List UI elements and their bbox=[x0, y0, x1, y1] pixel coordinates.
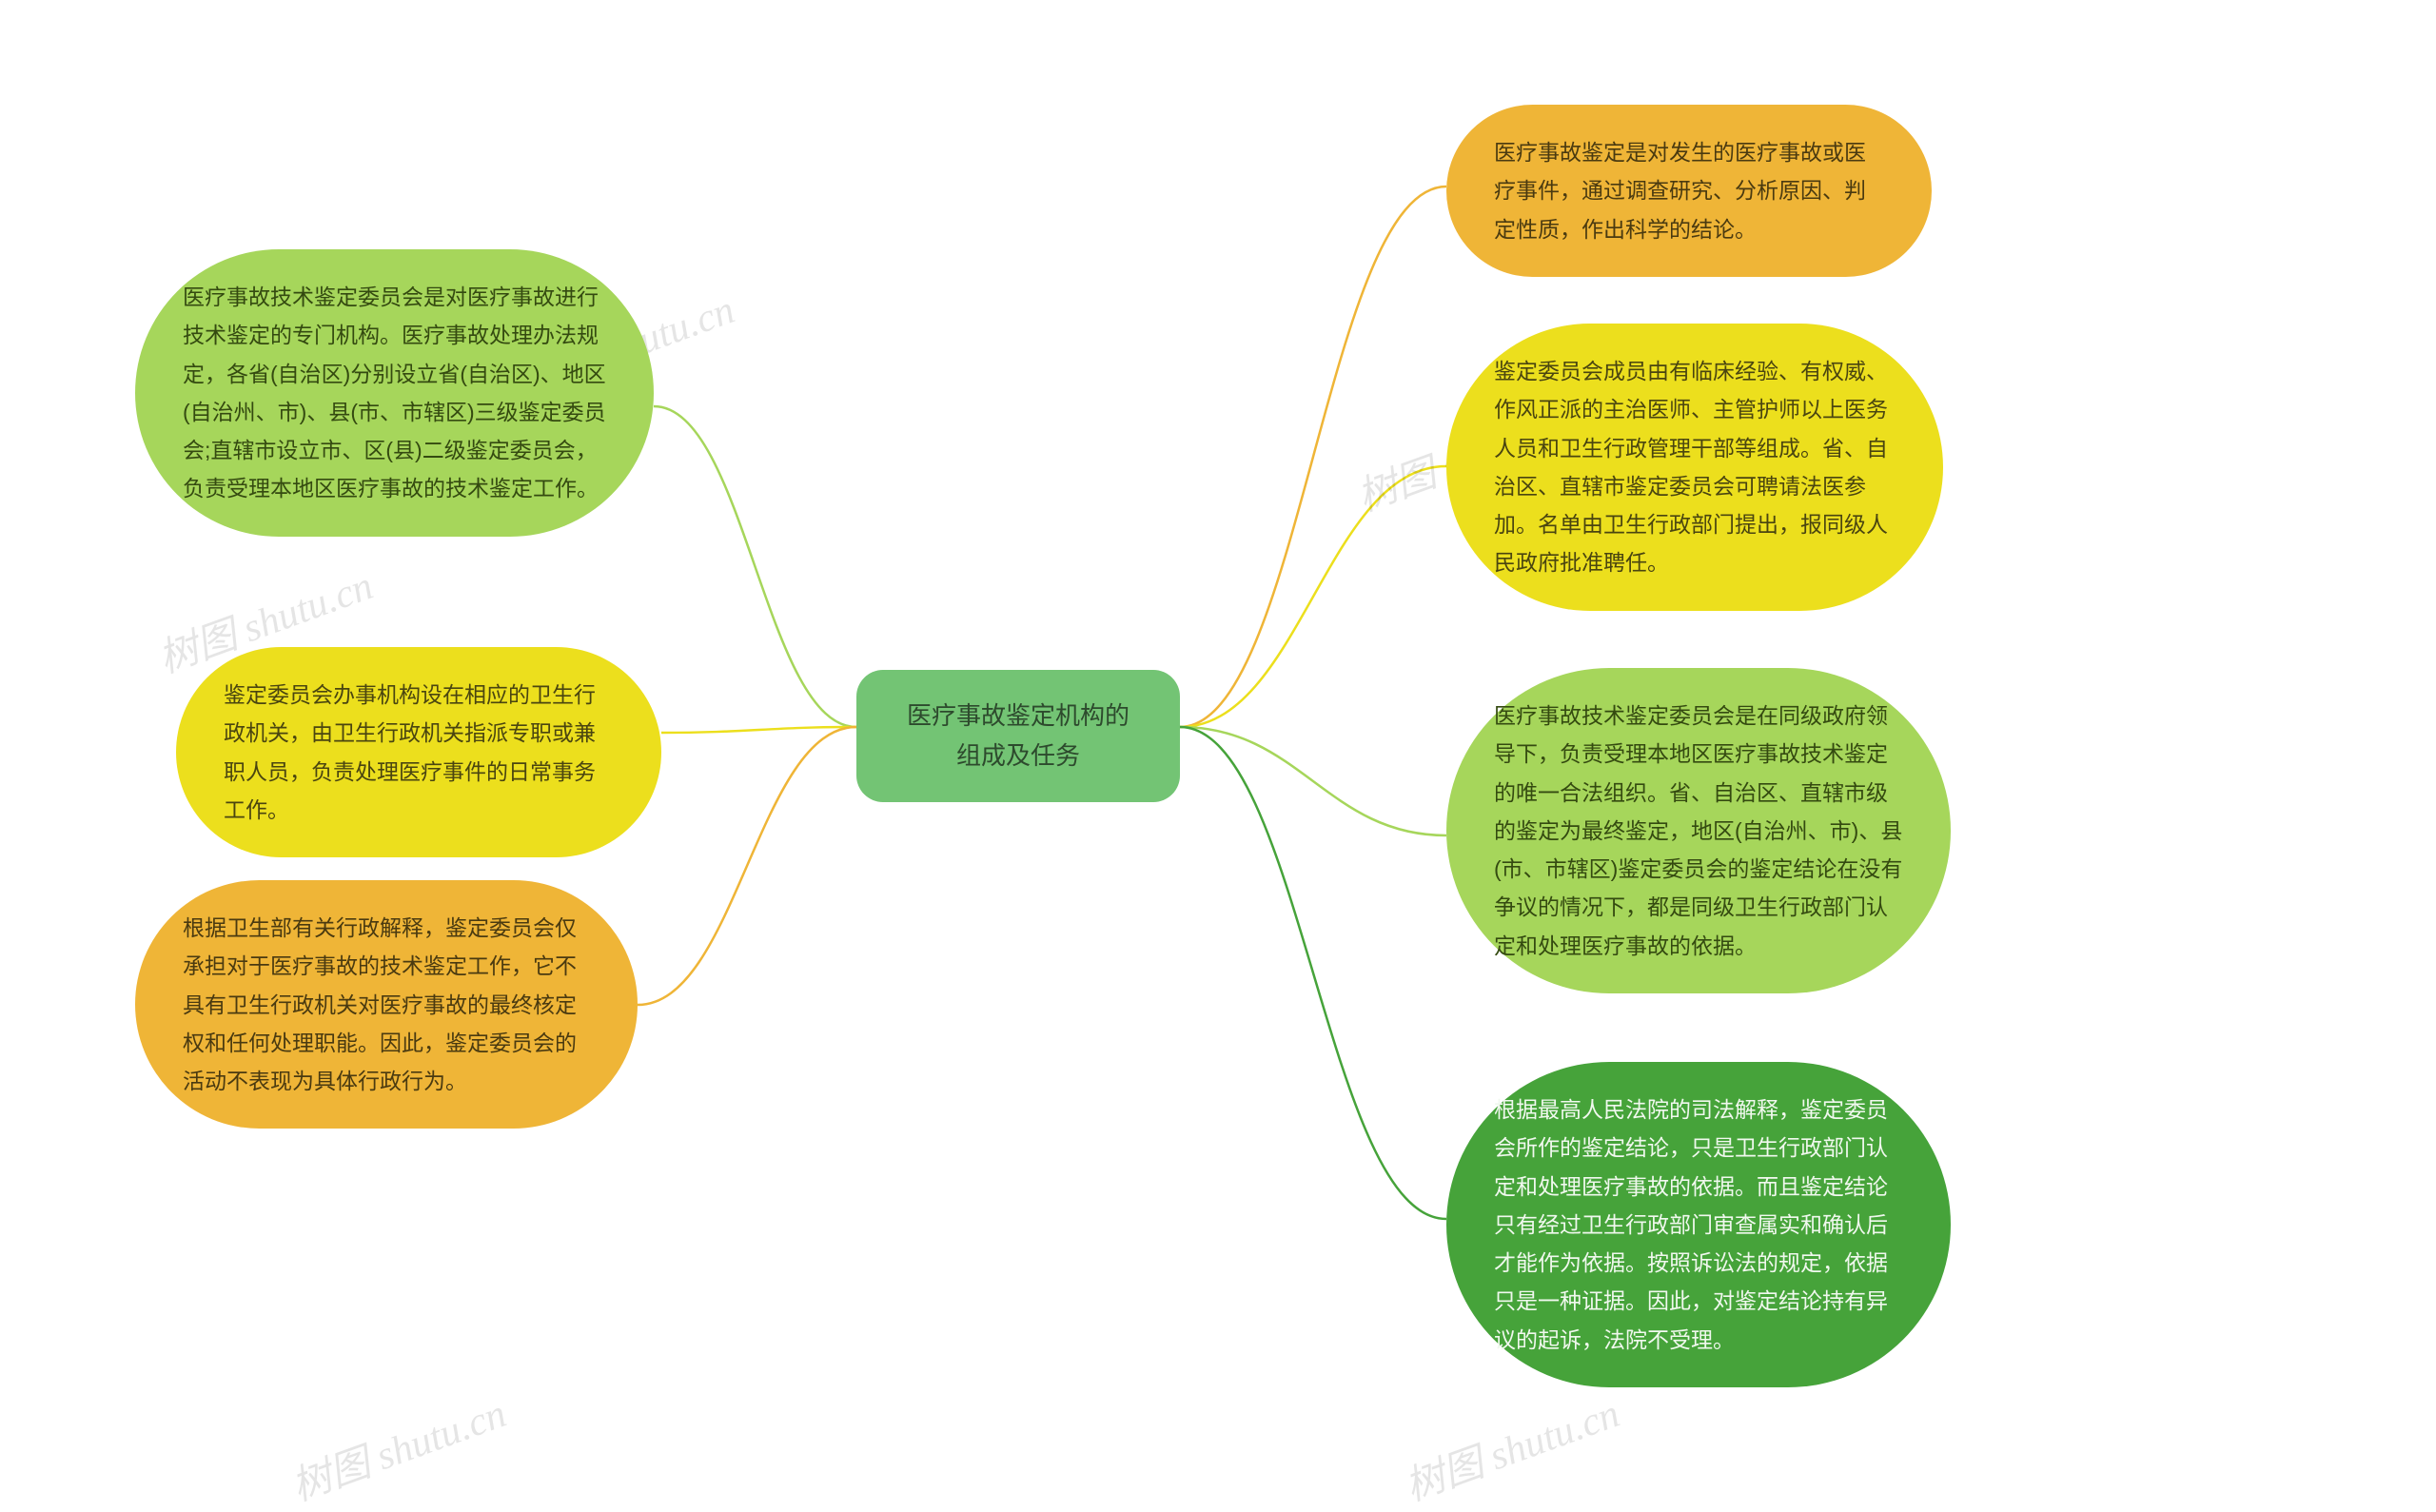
branch-node[interactable]: 医疗事故技术鉴定委员会是在同级政府领导下，负责受理本地区医疗事故技术鉴定的唯一合… bbox=[1446, 668, 1951, 993]
branch-node-text: 鉴定委员会办事机构设在相应的卫生行政机关，由卫生行政机关指派专职或兼职人员，负责… bbox=[224, 682, 596, 822]
branch-node[interactable]: 根据最高人民法院的司法解释，鉴定委员会所作的鉴定结论，只是卫生行政部门认定和处理… bbox=[1446, 1062, 1951, 1387]
watermark: 树图 shutu.cn bbox=[1396, 1382, 1626, 1512]
connector-line bbox=[661, 727, 856, 733]
connector-line bbox=[638, 727, 856, 1005]
branch-node-text: 医疗事故技术鉴定委员会是在同级政府领导下，负责受理本地区医疗事故技术鉴定的唯一合… bbox=[1494, 703, 1902, 958]
branch-node[interactable]: 根据卫生部有关行政解释，鉴定委员会仅承担对于医疗事故的技术鉴定工作，它不具有卫生… bbox=[135, 880, 638, 1129]
branch-node-text: 鉴定委员会成员由有临床经验、有权威、作风正派的主治医师、主管护师以上医务人员和卫… bbox=[1494, 359, 1888, 575]
branch-node-text: 医疗事故鉴定是对发生的医疗事故或医疗事件，通过调查研究、分析原因、判定性质，作出… bbox=[1494, 140, 1866, 242]
center-topic[interactable]: 医疗事故鉴定机构的组成及任务 bbox=[856, 670, 1180, 802]
branch-node-text: 根据最高人民法院的司法解释，鉴定委员会所作的鉴定结论，只是卫生行政部门认定和处理… bbox=[1494, 1097, 1888, 1352]
branch-node[interactable]: 医疗事故鉴定是对发生的医疗事故或医疗事件，通过调查研究、分析原因、判定性质，作出… bbox=[1446, 105, 1932, 277]
branch-node-text: 根据卫生部有关行政解释，鉴定委员会仅承担对于医疗事故的技术鉴定工作，它不具有卫生… bbox=[183, 915, 577, 1093]
center-topic-label: 医疗事故鉴定机构的组成及任务 bbox=[907, 701, 1130, 770]
branch-node[interactable]: 鉴定委员会成员由有临床经验、有权威、作风正派的主治医师、主管护师以上医务人员和卫… bbox=[1446, 324, 1943, 611]
mindmap-canvas: 树图 shutu.cn树图 shutu.cn树图 shutu.cn树图 shut… bbox=[0, 0, 2436, 1505]
connector-line bbox=[1180, 727, 1446, 1219]
branch-node[interactable]: 医疗事故技术鉴定委员会是对医疗事故进行技术鉴定的专门机构。医疗事故处理办法规定，… bbox=[135, 249, 654, 537]
branch-node-text: 医疗事故技术鉴定委员会是对医疗事故进行技术鉴定的专门机构。医疗事故处理办法规定，… bbox=[183, 285, 606, 501]
connector-line bbox=[654, 406, 856, 727]
connector-line bbox=[1180, 466, 1446, 727]
branch-node[interactable]: 鉴定委员会办事机构设在相应的卫生行政机关，由卫生行政机关指派专职或兼职人员，负责… bbox=[176, 647, 661, 857]
connector-line bbox=[1180, 187, 1446, 727]
watermark: 树图 shutu.cn bbox=[283, 1382, 513, 1512]
connector-line bbox=[1180, 727, 1446, 835]
